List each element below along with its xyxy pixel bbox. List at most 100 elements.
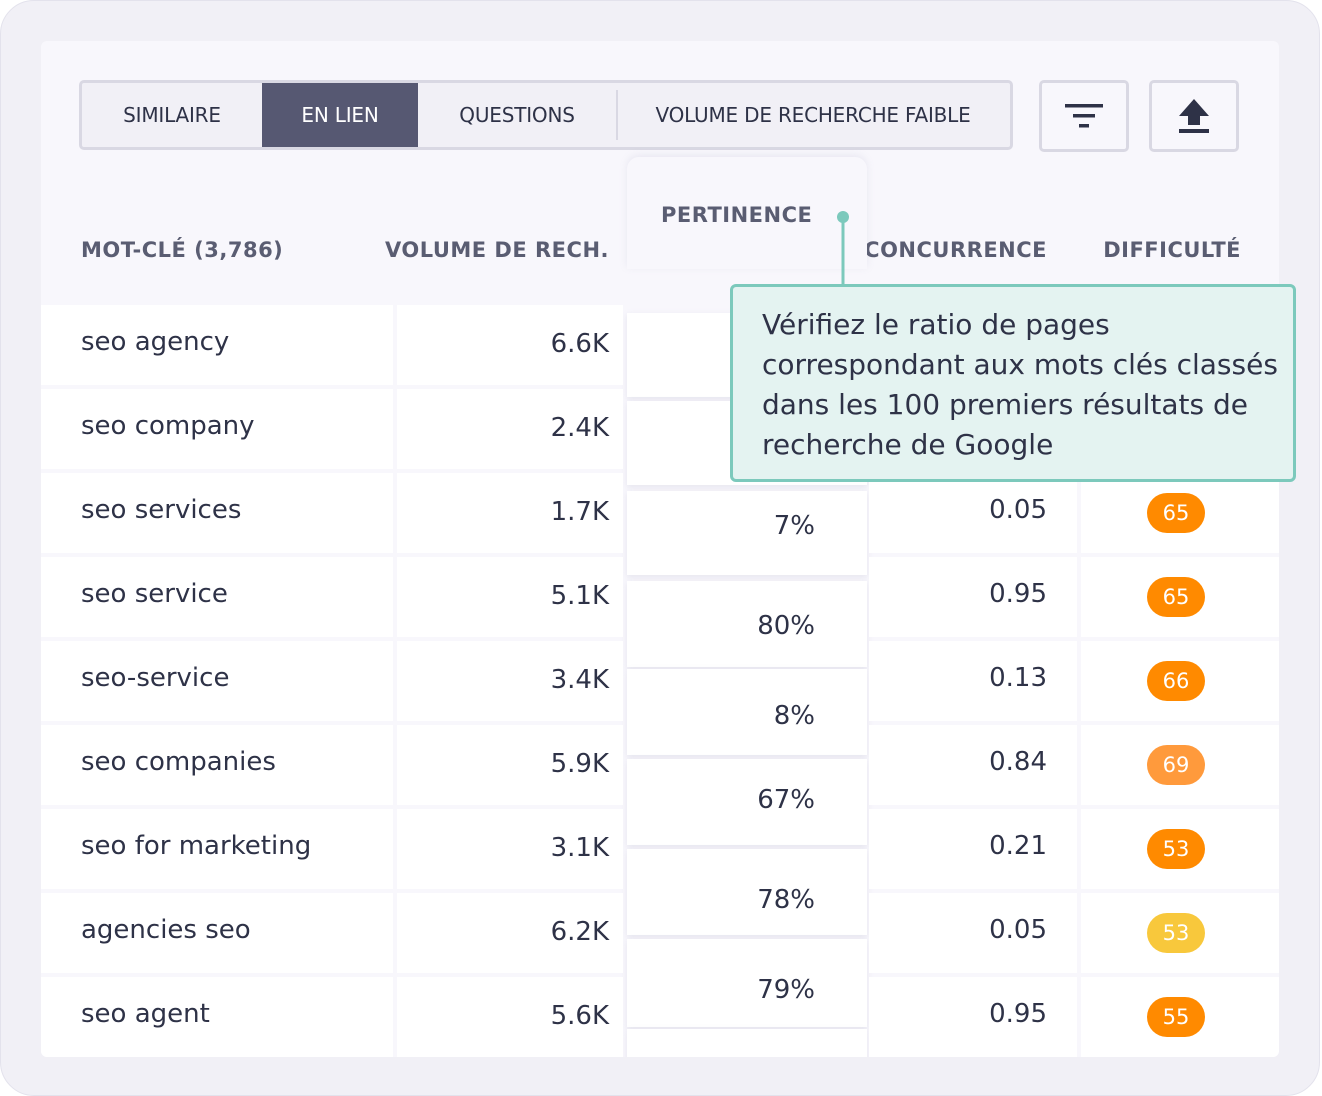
competition-cell: 0.05 <box>869 473 1077 553</box>
competition-text: 0.13 <box>989 663 1047 693</box>
relevance-cell: 78% <box>627 849 867 935</box>
volume-text: 5.6K <box>550 1001 609 1031</box>
volume-text: 6.2K <box>550 917 609 947</box>
difficulty-badge: 53 <box>1147 913 1205 953</box>
keyword-text[interactable]: seo services <box>81 495 242 525</box>
competition-text: 0.95 <box>989 579 1047 609</box>
competition-text: 0.05 <box>989 495 1047 525</box>
tab-questions[interactable]: QUESTIONS <box>459 103 575 127</box>
header-cell-competition: CONCURRENCE <box>864 197 1077 301</box>
difficulty-cell: 65 <box>1081 473 1279 553</box>
volume-text: 2.4K <box>550 413 609 443</box>
volume-text: 5.1K <box>550 581 609 611</box>
header-cell-relevance: PERTINENCE <box>627 157 867 269</box>
keyword-text[interactable]: seo agent <box>81 999 210 1029</box>
tab-bar: SIMILAIRE EN LIEN QUESTIONS VOLUME DE RE… <box>79 80 1013 150</box>
keyword-cell: seo company <box>41 389 393 469</box>
upload-arrow-icon <box>1179 99 1209 133</box>
relevance-cell: 79% <box>627 939 867 1027</box>
keyword-text[interactable]: agencies seo <box>81 915 251 945</box>
header-cell-difficulty: DIFFICULTÉ <box>1081 197 1279 301</box>
relevance-cell: 67% <box>627 759 867 845</box>
keyword-cell: seo agency <box>41 305 393 385</box>
difficulty-cell: 69 <box>1081 725 1279 805</box>
difficulty-badge: 66 <box>1147 661 1205 701</box>
keyword-text[interactable]: seo companies <box>81 747 276 777</box>
keyword-text[interactable]: seo agency <box>81 327 230 357</box>
difficulty-badge: 65 <box>1147 493 1205 533</box>
relevance-text: 78% <box>757 885 815 915</box>
keyword-panel: SIMILAIRE EN LIEN QUESTIONS VOLUME DE RE… <box>41 41 1279 1057</box>
header-competition[interactable]: CONCURRENCE <box>864 238 1047 262</box>
difficulty-badge: 53 <box>1147 829 1205 869</box>
volume-cell: 3.4K <box>397 641 623 721</box>
header-relevance[interactable]: PERTINENCE <box>661 203 813 227</box>
competition-cell: 0.21 <box>869 809 1077 889</box>
difficulty-cell: 53 <box>1081 893 1279 973</box>
volume-cell: 5.9K <box>397 725 623 805</box>
volume-text: 5.9K <box>550 749 609 779</box>
competition-text: 0.95 <box>989 999 1047 1029</box>
relevance-text: 80% <box>757 611 815 641</box>
header-difficulty[interactable]: DIFFICULTÉ <box>1103 238 1241 262</box>
keyword-cell: seo companies <box>41 725 393 805</box>
relevance-cell: 8% <box>627 669 867 755</box>
tab-volume-faible[interactable]: VOLUME DE RECHERCHE FAIBLE <box>616 83 1010 147</box>
volume-cell: 6.2K <box>397 893 623 973</box>
keyword-cell: seo service <box>41 557 393 637</box>
volume-cell: 5.1K <box>397 557 623 637</box>
volume-cell: 3.1K <box>397 809 623 889</box>
keyword-text[interactable]: seo-service <box>81 663 230 693</box>
volume-text: 6.6K <box>550 329 609 359</box>
keyword-text[interactable]: seo service <box>81 579 228 609</box>
competition-text: 0.84 <box>989 747 1047 777</box>
keyword-text[interactable]: seo company <box>81 411 255 441</box>
difficulty-badge: 65 <box>1147 577 1205 617</box>
keyword-text[interactable]: seo for marketing <box>81 831 312 861</box>
competition-cell: 0.95 <box>869 977 1077 1057</box>
relevance-text: 67% <box>757 785 815 815</box>
keyword-cell: agencies seo <box>41 893 393 973</box>
volume-text: 1.7K <box>550 497 609 527</box>
tooltip-text: Vérifiez le ratio de pages correspondant… <box>762 308 1278 461</box>
competition-text: 0.21 <box>989 831 1047 861</box>
relevance-text: 79% <box>757 975 815 1005</box>
competition-cell: 0.84 <box>869 725 1077 805</box>
competition-cell: 0.95 <box>869 557 1077 637</box>
tooltip-connector <box>837 211 849 295</box>
difficulty-cell: 66 <box>1081 641 1279 721</box>
header-cell-keyword: MOT-CLÉ (3,786) <box>41 197 393 301</box>
tab-similaire[interactable]: SIMILAIRE <box>123 103 221 127</box>
keyword-cell: seo services <box>41 473 393 553</box>
header-cell-volume: VOLUME DE RECH. <box>385 197 623 301</box>
header-keyword[interactable]: MOT-CLÉ (3,786) <box>81 238 284 262</box>
volume-text: 3.1K <box>550 833 609 863</box>
relevance-cell: 80% <box>627 581 867 667</box>
export-button[interactable] <box>1149 80 1239 152</box>
difficulty-badge: 55 <box>1147 997 1205 1037</box>
relevance-text: 8% <box>773 701 815 731</box>
relevance-text: 7% <box>773 511 815 541</box>
competition-cell: 0.05 <box>869 893 1077 973</box>
filter-button[interactable] <box>1039 80 1129 152</box>
difficulty-cell: 53 <box>1081 809 1279 889</box>
relevance-cell: 7% <box>627 491 867 575</box>
difficulty-cell: 65 <box>1081 557 1279 637</box>
keyword-cell: seo-service <box>41 641 393 721</box>
tab-en-lien[interactable]: EN LIEN <box>262 83 418 147</box>
difficulty-badge: 69 <box>1147 745 1205 785</box>
volume-cell: 5.6K <box>397 977 623 1057</box>
volume-cell: 1.7K <box>397 473 623 553</box>
competition-text: 0.05 <box>989 915 1047 945</box>
filter-icon <box>1065 104 1103 128</box>
header-volume[interactable]: VOLUME DE RECH. <box>384 238 609 262</box>
relevance-tooltip: Vérifiez le ratio de pages correspondant… <box>730 284 1296 482</box>
keyword-cell: seo agent <box>41 977 393 1057</box>
volume-cell: 2.4K <box>397 389 623 469</box>
volume-text: 3.4K <box>550 665 609 695</box>
relevance-cell: 56% <box>627 1029 867 1057</box>
keyword-cell: seo for marketing <box>41 809 393 889</box>
difficulty-cell: 55 <box>1081 977 1279 1057</box>
competition-cell: 0.13 <box>869 641 1077 721</box>
